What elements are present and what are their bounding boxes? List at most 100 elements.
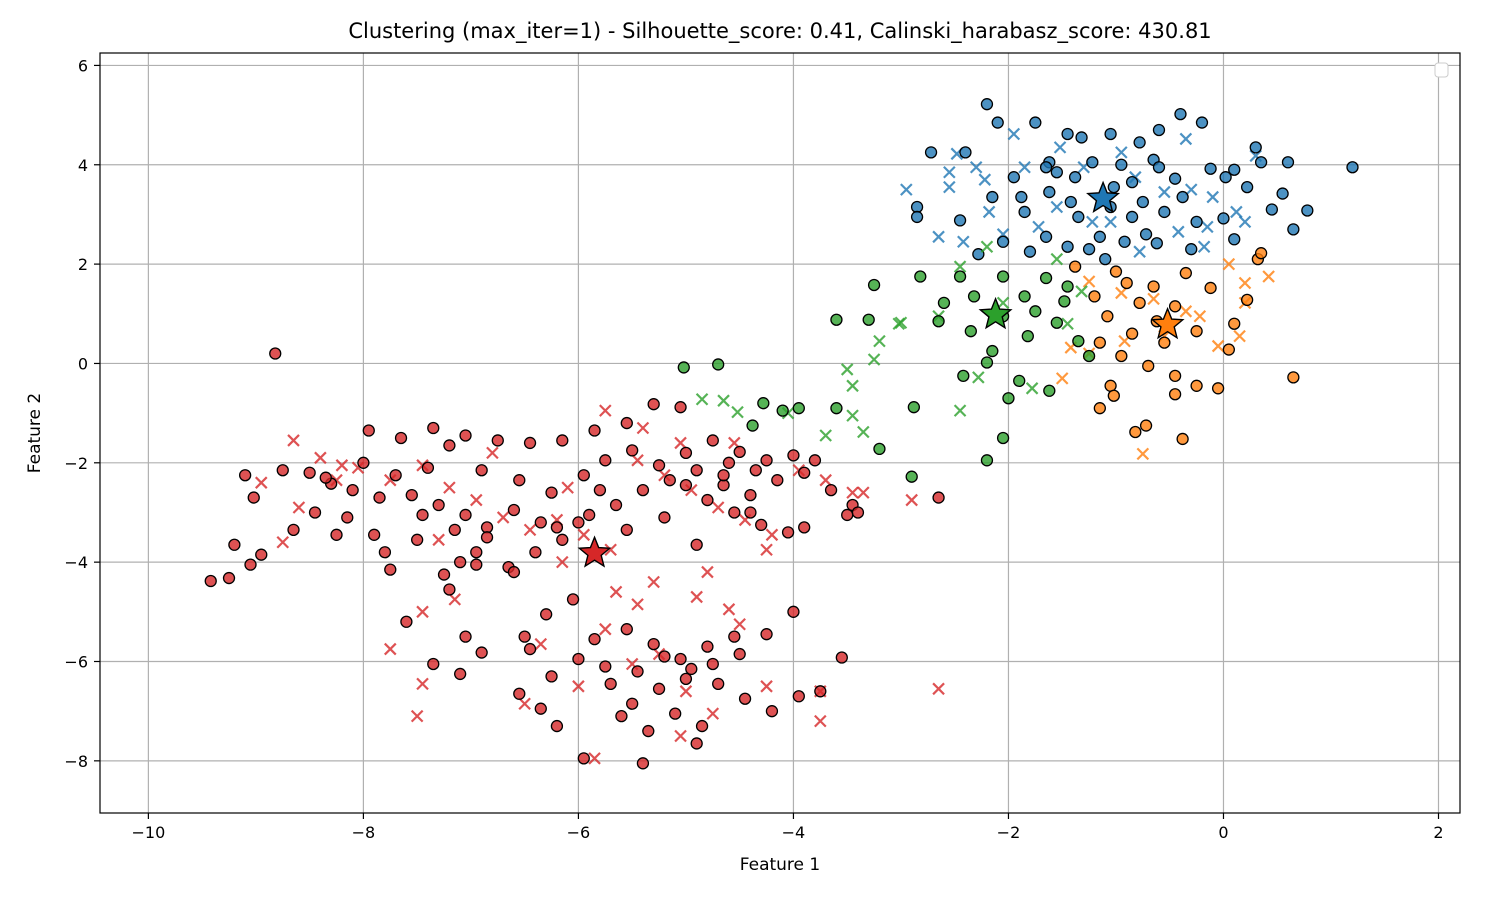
circle-point-series-4 [706,657,719,671]
circle-point-series-2 [1129,425,1142,439]
x-tick-label: 2 [1433,823,1443,842]
cross-point-series-1 [957,235,970,249]
circle-point-series-1 [1276,187,1289,200]
x-tick-label: −4 [782,823,806,842]
circle-point-series-1 [1152,123,1166,137]
circle-point-series-3 [967,290,981,303]
centroids [577,180,1185,568]
circle-point-series-4 [615,709,628,723]
centroid-star-series-2 [1150,306,1185,340]
cross-point-series-1 [932,230,945,244]
circle-point-series-2 [1168,369,1182,383]
cross-point-series-2 [1115,286,1128,300]
cross-point-series-1 [1172,225,1185,239]
circle-point-series-4 [432,498,445,512]
cross-point-series-1 [1104,215,1117,229]
circle-point-series-4 [523,642,537,656]
cross-point-series-4 [631,598,644,611]
circle-point-series-1 [1018,205,1031,219]
circle-point-series-4 [389,469,402,482]
cross-point-series-1 [1158,185,1171,199]
circle-point-series-1 [996,235,1010,248]
cross-point-series-4 [679,685,693,698]
circle-point-series-4 [841,508,854,522]
circle-point-series-1 [1190,215,1203,229]
circle-point-series-3 [1002,392,1015,405]
circle-point-series-4 [427,421,440,435]
circle-point-series-4 [626,697,639,710]
cross-point-series-4 [733,617,746,631]
circle-point-series-4 [712,677,725,690]
cross-point-series-4 [631,454,644,467]
cross-point-series-1 [1115,146,1128,159]
circle-point-series-4 [749,464,762,477]
circle-point-series-1 [1029,116,1042,129]
circle-point-series-4 [475,646,488,659]
circle-point-series-1 [1115,158,1128,171]
cross-point-series-4 [486,446,499,460]
circle-point-series-3 [1043,384,1056,397]
circle-point-series-4 [798,466,811,479]
circle-point-series-4 [459,630,472,643]
circle-point-series-3 [914,270,927,283]
y-tick-label: 6 [78,56,88,75]
circle-point-series-1 [1118,235,1131,248]
circle-point-series-3 [757,397,770,410]
cross-point-series-4 [722,603,736,616]
circle-point-series-4 [556,533,569,546]
circle-point-series-1 [1043,185,1056,199]
circle-point-series-4 [658,650,671,663]
circle-point-series-4 [437,568,451,581]
circle-point-series-3 [677,361,690,374]
cross-point-series-3 [980,240,994,254]
circle-point-series-3 [907,401,920,414]
circle-point-series-3 [1050,316,1063,329]
circle-point-series-4 [400,615,413,628]
circle-point-series-3 [830,313,843,326]
circle-point-series-4 [695,719,709,733]
circle-point-series-4 [647,398,660,411]
circle-point-series-4 [620,416,633,430]
circle-point-series-1 [953,214,967,227]
circle-point-series-4 [636,757,650,770]
cross-point-series-4 [760,680,773,693]
cross-point-series-4 [588,752,601,765]
cross-point-series-1 [1086,215,1099,229]
cross-point-series-4 [561,481,574,494]
circle-point-series-4 [373,491,386,504]
circle-point-series-4 [540,608,553,621]
cross-point-series-4 [932,682,945,696]
circle-point-series-3 [1013,374,1026,387]
circle-point-series-2 [1115,349,1128,363]
cross-point-series-3 [996,296,1010,310]
cross-point-series-4 [701,565,714,579]
cross-point-series-2 [1179,305,1193,318]
circle-point-series-1 [1050,166,1063,179]
circle-point-series-4 [577,469,590,482]
cross-point-series-3 [1050,252,1064,266]
circle-point-series-1 [1039,230,1053,243]
circle-point-series-4 [728,630,741,643]
data-points [204,98,1359,770]
circle-point-series-2 [1190,325,1203,338]
circle-point-series-3 [980,356,994,369]
cross-point-series-3 [972,371,985,384]
circle-point-series-4 [733,647,746,661]
cross-point-series-4 [314,451,327,465]
cross-point-series-3 [731,405,744,419]
cross-point-series-3 [857,425,870,439]
circle-point-series-4 [518,630,531,643]
circle-point-series-1 [1204,162,1217,175]
circle-point-series-4 [330,528,343,541]
cross-point-series-4 [496,511,510,524]
circle-point-series-4 [523,436,537,450]
circle-point-series-2 [1211,382,1225,395]
cross-point-series-1 [1179,132,1193,146]
cross-point-series-4 [254,476,268,489]
cross-point-series-4 [523,523,537,537]
circle-point-series-1 [1125,210,1139,224]
y-tick-label: 2 [78,255,88,274]
cross-point-series-2 [1262,270,1275,283]
circle-point-series-4 [448,523,461,537]
